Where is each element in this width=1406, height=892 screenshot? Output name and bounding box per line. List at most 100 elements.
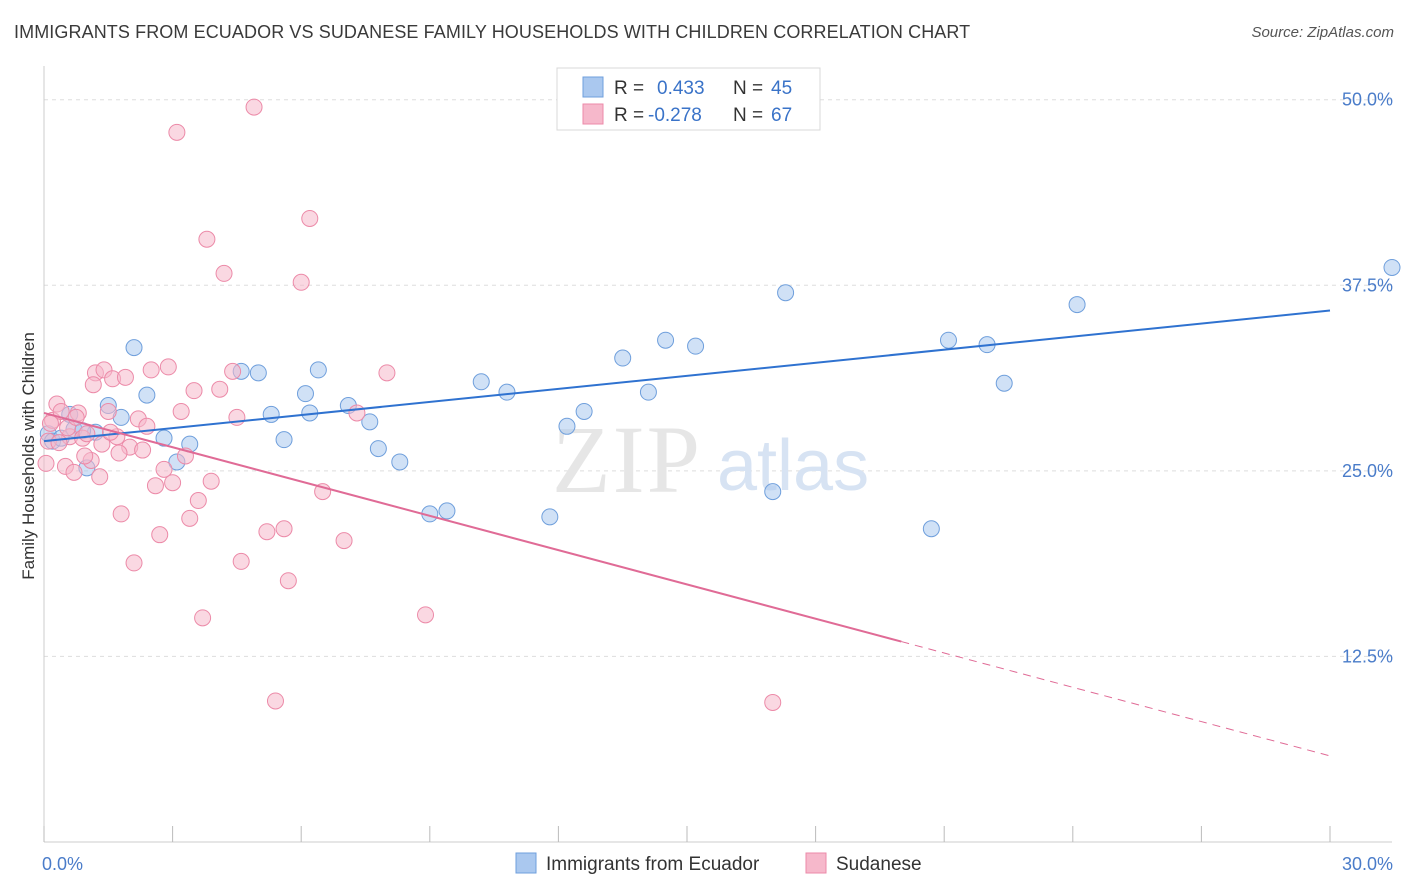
sudanese-point [50, 434, 68, 452]
legend-n-label-ecuador: N = [733, 78, 763, 99]
legend-r-value-sudanese: -0.278 [648, 105, 702, 126]
sudanese-point [142, 361, 160, 379]
sudanese-trend-line-extension [901, 641, 1331, 757]
ecuador-point [687, 337, 705, 355]
bottom-legend-swatch-ecuador [515, 852, 537, 874]
ecuador-point [155, 429, 173, 447]
sudanese-point [110, 444, 128, 462]
legend-r-label-sudanese: R = [614, 105, 644, 126]
sudanese-point [764, 693, 782, 711]
sudanese-point [78, 425, 96, 443]
sudanese-point [301, 209, 319, 227]
ecuador-point [575, 402, 593, 420]
ecuador-point [657, 331, 675, 349]
x-tick-label: 0.0% [42, 854, 83, 874]
ecuador-point [558, 417, 576, 435]
ecuador-point [296, 385, 314, 403]
sudanese-point [189, 492, 207, 510]
ecuador-point [262, 405, 280, 423]
grid-layer [44, 99, 1392, 657]
ecuador-trend-line [43, 309, 1331, 443]
axes-layer: 12.5% 25.0% 37.5% 50.0% 0.0% 30.0% [42, 66, 1393, 874]
bottom-legend-swatch-sudanese [805, 852, 827, 874]
legend-swatch-ecuador [582, 76, 604, 98]
sudanese-point [41, 414, 59, 432]
ecuador-point [472, 373, 490, 391]
bottom-legend-label-sudanese: Sudanese [836, 854, 922, 875]
sudanese-point [172, 402, 190, 420]
sudanese-point [198, 230, 216, 248]
chart-title: IMMIGRANTS FROM ECUADOR VS SUDANESE FAMI… [14, 22, 971, 42]
watermark-zip: ZIP [552, 406, 702, 513]
sudanese-point [232, 552, 250, 570]
sudanese-point [84, 376, 102, 394]
sudanese-point [181, 509, 199, 527]
ecuador-point [361, 413, 379, 431]
bottom-legend-label-ecuador: Immigrants from Ecuador [546, 854, 760, 875]
ecuador-point [922, 520, 940, 538]
ecuador-point [138, 386, 156, 404]
legend-r-value-ecuador: 0.433 [657, 78, 705, 99]
sudanese-point [151, 526, 169, 544]
ecuador-point [764, 483, 782, 501]
x-tick-label: 30.0% [1342, 854, 1393, 874]
y-tick-label: 50.0% [1342, 90, 1393, 110]
y-tick-label: 12.5% [1342, 646, 1393, 666]
sudanese-point [134, 441, 152, 459]
sudanese-point [258, 523, 276, 541]
ecuador-point [391, 453, 409, 471]
points-layer [37, 98, 1401, 711]
legend-swatch-sudanese [582, 103, 604, 125]
ecuador-point [369, 440, 387, 458]
sudanese-point [37, 454, 55, 472]
sudanese-point [335, 532, 353, 550]
sudanese-point [164, 474, 182, 492]
ecuador-point [1068, 296, 1086, 314]
sudanese-point [159, 358, 177, 376]
sudanese-point [112, 505, 130, 523]
y-tick-label: 25.0% [1342, 461, 1393, 481]
y-tick-label: 37.5% [1342, 275, 1393, 295]
ecuador-point [309, 361, 327, 379]
sudanese-point [348, 404, 366, 422]
sudanese-point [279, 572, 297, 590]
sudanese-point [224, 362, 242, 380]
ecuador-point [995, 374, 1013, 392]
sudanese-point [266, 692, 284, 710]
watermark-atlas: atlas [717, 426, 869, 506]
trend-layer [43, 309, 1331, 757]
sudanese-point [146, 477, 164, 495]
watermark: ZIP atlas [552, 406, 869, 513]
legend-n-value-sudanese: 67 [771, 105, 792, 126]
ecuador-point [541, 508, 559, 526]
ecuador-point [1383, 258, 1401, 276]
sudanese-point [168, 123, 186, 141]
sudanese-point [417, 606, 435, 624]
sudanese-point [211, 380, 229, 398]
y-axis-label: Family Households with Children [19, 332, 38, 580]
ecuador-point [614, 349, 632, 367]
ecuador-point [249, 364, 267, 382]
chart-source: Source: ZipAtlas.com [1251, 24, 1394, 41]
legend-n-value-ecuador: 45 [771, 78, 792, 99]
sudanese-point [91, 468, 109, 486]
sudanese-point [125, 554, 143, 572]
sudanese-point [275, 520, 293, 538]
ecuador-point [125, 339, 143, 357]
sudanese-point [155, 460, 173, 478]
sudanese-point [76, 447, 94, 465]
ecuador-point [639, 383, 657, 401]
sudanese-point [116, 368, 134, 386]
sudanese-point [378, 364, 396, 382]
legend-r-label-ecuador: R = [614, 78, 644, 99]
sudanese-point [65, 463, 83, 481]
ecuador-point [438, 502, 456, 520]
ecuador-point [777, 284, 795, 302]
sudanese-point [99, 402, 117, 420]
bottom-legend: Immigrants from Ecuador Sudanese [515, 852, 922, 875]
sudanese-point [245, 98, 263, 116]
sudanese-point [202, 472, 220, 490]
sudanese-point [185, 382, 203, 400]
sudanese-point [215, 264, 233, 282]
